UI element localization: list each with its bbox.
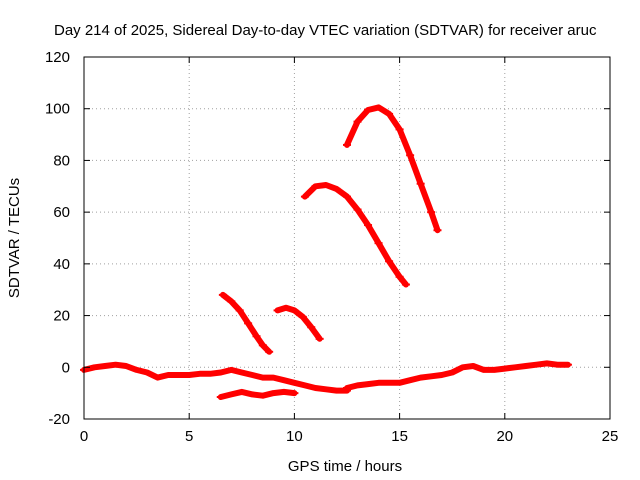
series-track-g [344, 104, 441, 234]
x-tick-label: 15 [391, 428, 408, 445]
y-tick-label: 40 [53, 256, 70, 273]
x-tick-label: 0 [80, 428, 88, 445]
x-axis-label: GPS time / hours [288, 458, 402, 475]
y-tick-label: 20 [53, 308, 70, 325]
x-tick-label: 10 [286, 428, 303, 445]
y-tick-label: 0 [62, 359, 70, 376]
x-tick-label: 20 [496, 428, 513, 445]
y-tick-label: 80 [53, 152, 70, 169]
x-tick-label: 25 [602, 428, 619, 445]
axis-ticks: 0 5 10 15 20 25 -20 0 20 40 60 80 100 120 [45, 49, 618, 445]
series-track-c [344, 360, 571, 391]
chart-title: Day 214 of 2025, Sidereal Day-to-day VTE… [54, 22, 597, 39]
y-tick-label: -20 [48, 411, 70, 428]
y-tick-label: 100 [45, 101, 70, 118]
x-tick-label: 5 [185, 428, 193, 445]
grid-lines [84, 57, 610, 419]
y-tick-label: 60 [53, 204, 70, 221]
y-tick-label: 120 [45, 49, 70, 66]
data-series [80, 104, 572, 400]
y-axis-label: SDTVAR / TECUs [6, 178, 23, 298]
plot-frame [83, 56, 611, 420]
